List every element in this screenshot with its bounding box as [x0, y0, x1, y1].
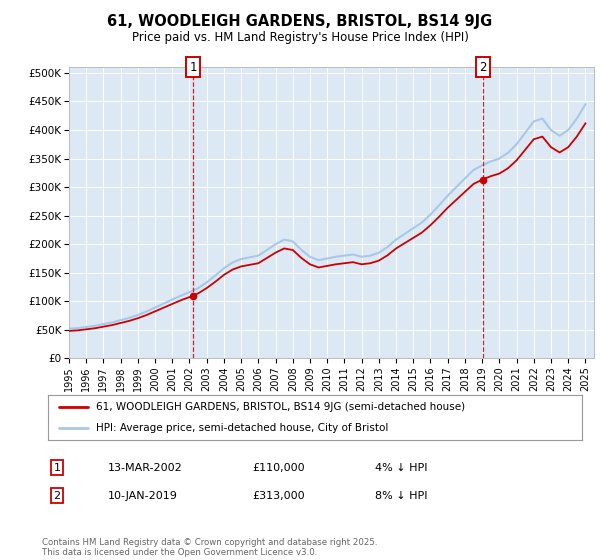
Text: 2: 2 — [479, 60, 487, 74]
Text: 4% ↓ HPI: 4% ↓ HPI — [375, 463, 427, 473]
Text: HPI: Average price, semi-detached house, City of Bristol: HPI: Average price, semi-detached house,… — [96, 422, 388, 432]
Text: 1: 1 — [53, 463, 61, 473]
Text: 61, WOODLEIGH GARDENS, BRISTOL, BS14 9JG (semi-detached house): 61, WOODLEIGH GARDENS, BRISTOL, BS14 9JG… — [96, 402, 465, 412]
Text: 8% ↓ HPI: 8% ↓ HPI — [375, 491, 427, 501]
Text: 13-MAR-2002: 13-MAR-2002 — [108, 463, 183, 473]
Text: 1: 1 — [189, 60, 197, 74]
Text: Price paid vs. HM Land Registry's House Price Index (HPI): Price paid vs. HM Land Registry's House … — [131, 31, 469, 44]
Text: £110,000: £110,000 — [252, 463, 305, 473]
Text: 10-JAN-2019: 10-JAN-2019 — [108, 491, 178, 501]
Text: 2: 2 — [53, 491, 61, 501]
Text: 61, WOODLEIGH GARDENS, BRISTOL, BS14 9JG: 61, WOODLEIGH GARDENS, BRISTOL, BS14 9JG — [107, 14, 493, 29]
Text: Contains HM Land Registry data © Crown copyright and database right 2025.
This d: Contains HM Land Registry data © Crown c… — [42, 538, 377, 557]
Text: £313,000: £313,000 — [252, 491, 305, 501]
